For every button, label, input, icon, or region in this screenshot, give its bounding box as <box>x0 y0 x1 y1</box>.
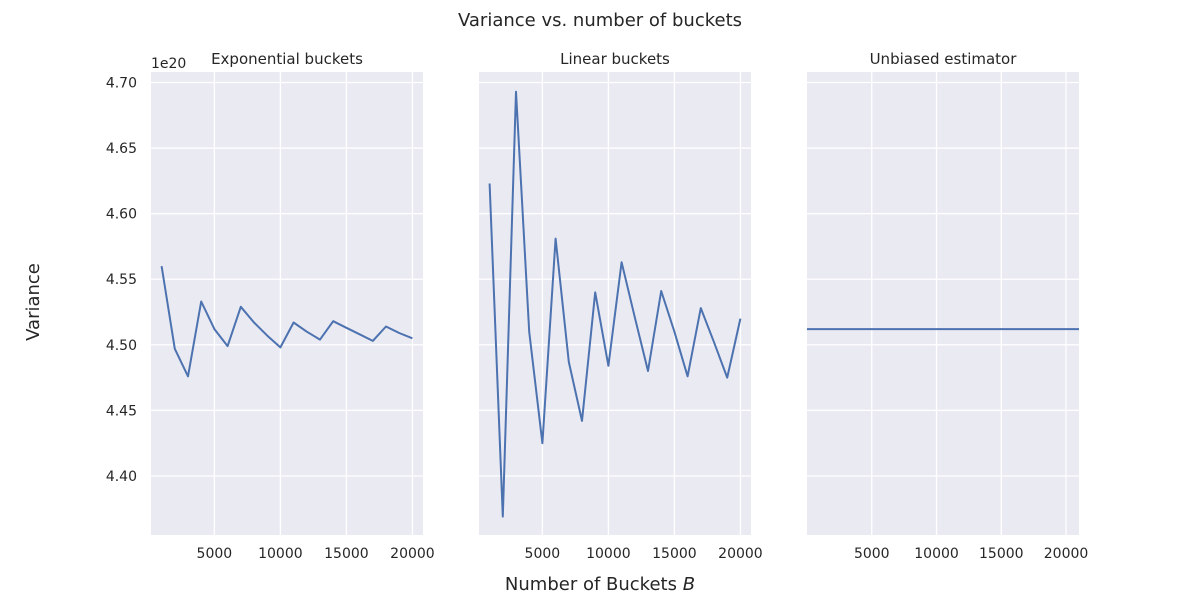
series-line <box>488 90 742 518</box>
plot-area <box>479 72 751 535</box>
x-tick-label: 20000 <box>1044 546 1089 562</box>
y-offset-label: 1e20 <box>151 56 186 72</box>
figure-title: Variance vs. number of buckets <box>458 10 742 31</box>
x-tick-label: 10000 <box>914 546 959 562</box>
x-tick-label: 5000 <box>197 546 233 562</box>
panel-title: Exponential buckets <box>211 50 363 68</box>
panel-unbiased-estimator: Unbiased estimator 5000 10000 15000 20000 <box>807 50 1088 562</box>
x-tick-label: 10000 <box>586 546 631 562</box>
x-tick-label: 15000 <box>979 546 1024 562</box>
x-tick-label: 15000 <box>652 546 697 562</box>
panel-title: Linear buckets <box>560 50 670 68</box>
x-tick-label: 15000 <box>324 546 369 562</box>
x-axis-label-text: Number of Buckets <box>505 574 683 595</box>
y-tick-label: 4.60 <box>106 207 137 223</box>
panel-exponential-buckets: Exponential buckets 5000 10000 15000 20000 4.… <box>106 50 435 562</box>
y-tick-label: 4.50 <box>106 338 137 354</box>
y-axis-label: Variance <box>23 263 44 341</box>
y-tick-label: 4.40 <box>106 469 137 485</box>
x-tick-label: 20000 <box>390 546 435 562</box>
x-tick-label: 20000 <box>718 546 763 562</box>
panel-title: Unbiased estimator <box>870 50 1018 68</box>
x-tick-label: 5000 <box>854 546 890 562</box>
y-tick-label: 4.70 <box>106 75 137 91</box>
y-tick-label: 4.55 <box>106 272 137 288</box>
plot-area <box>151 72 423 535</box>
x-axis-label: Number of Buckets B <box>505 574 695 595</box>
plot-area <box>807 72 1079 535</box>
series-line <box>160 265 413 378</box>
x-axis-label-variable: B <box>683 574 695 595</box>
panel-linear-buckets: Linear buckets 5000 10000 15000 20000 <box>479 50 763 562</box>
y-tick-label: 4.45 <box>106 403 137 419</box>
x-tick-label: 5000 <box>525 546 561 562</box>
x-tick-label: 10000 <box>258 546 303 562</box>
y-tick-label: 4.65 <box>106 141 137 157</box>
